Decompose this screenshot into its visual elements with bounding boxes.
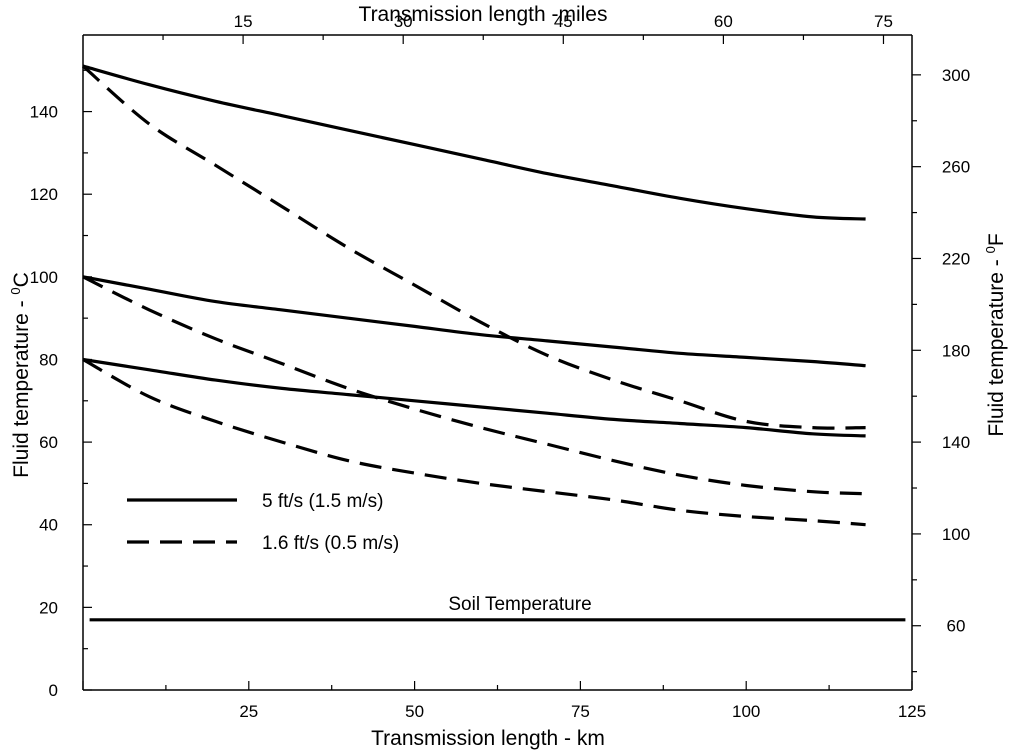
legend: 5 ft/s (1.5 m/s) 1.6 ft/s (0.5 m/s) [127,491,399,554]
y-tick-label: 80 [39,350,58,369]
y-tick-label: 60 [39,433,58,452]
series-line-5-solid [82,357,866,438]
y-right-tick-label: 300 [942,66,970,85]
series-line-2-dashed [81,64,866,430]
series-line-6-dashed [82,358,866,527]
soil-temperature-annotation: Soil Temperature [448,594,591,615]
x-tick-label: 100 [732,702,760,721]
x-top-tick-label: 75 [874,12,893,31]
y-axis-title-unit: C [10,272,33,287]
axes-group [82,34,913,691]
y-axis-title-sup: 0 [8,287,23,294]
y-right-tick-label: 140 [942,433,970,452]
y-tick-label: 140 [30,103,58,122]
ticks-group: 25 50 75 100 125 15 30 45 60 75 0 20 40 60 80 100 120 140… [30,12,971,721]
x-top-tick-label: 15 [234,12,253,31]
x-tick-label: 50 [405,702,424,721]
y-tick-label: 120 [30,185,58,204]
x-axis-title: Transmission length - km [371,727,605,750]
legend-solid-label: 5 ft/s (1.5 m/s) [262,491,383,512]
y-axis-title: Fluid temperature - 0C [8,272,33,478]
y-tick-label: 40 [39,516,58,535]
series-line-1-solid [82,64,866,221]
y-tick-label: 20 [39,598,58,617]
y-tick-label: 100 [30,268,58,287]
x-tick-label: 25 [239,702,258,721]
y-right-tick-label: 180 [942,341,970,360]
x-top-axis-title: Transmission length -miles [359,3,608,26]
y-right-tick-label: 100 [942,525,970,544]
y-right-tick-label: 260 [942,158,970,177]
y-right-axis-title-sup: 0 [983,246,998,253]
x-top-tick-label: 45 [554,12,573,31]
x-top-tick-label: 30 [394,12,413,31]
legend-dashed-label: 1.6 ft/s (0.5 m/s) [262,533,399,554]
y-right-axis-title-text: Fluid temperature - [985,253,1008,436]
series-line-4-dashed [82,275,866,496]
y-right-axis-title-unit: F [985,233,1008,246]
x-tick-label: 75 [571,702,590,721]
y-right-tick-label: 60 [947,617,966,636]
x-tick-label: 125 [898,702,926,721]
x-top-tick-label: 60 [714,12,733,31]
series-group [81,64,906,622]
series-line-3-solid [82,275,866,368]
y-right-axis-title: Fluid temperature - 0F [983,233,1008,436]
y-axis-title-text: Fluid temperature - [10,295,33,478]
y-right-tick-label: 220 [942,249,970,268]
y-tick-label: 0 [49,681,58,700]
